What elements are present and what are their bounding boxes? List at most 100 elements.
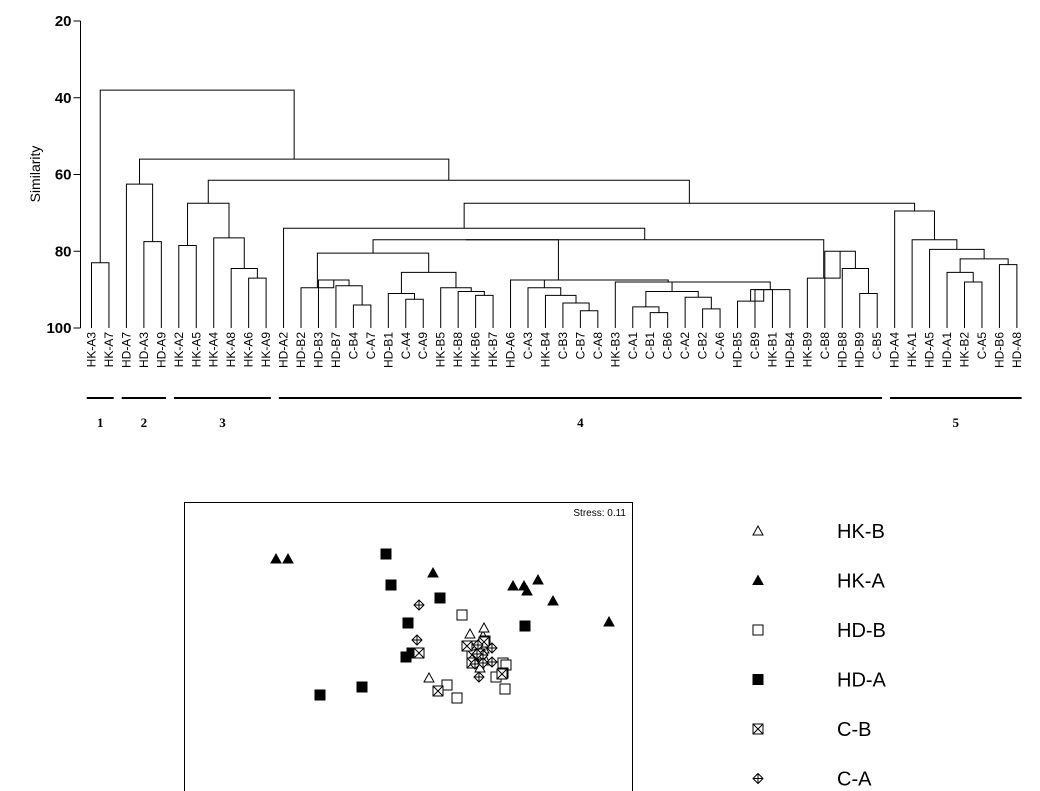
dendrogram-link: [100, 90, 294, 263]
legend: HK-BHK-AHD-BHD-AC-BC-A: [753, 521, 887, 791]
group-label: 2: [141, 415, 148, 430]
legend-marker: [753, 774, 763, 784]
leaf-label: HD-A3: [137, 332, 151, 368]
leaf-label: C-B7: [573, 332, 587, 360]
leaf-label: HD-A5: [923, 332, 937, 368]
leaf-label: C-B1: [643, 332, 657, 360]
leaf-label: C-A4: [399, 332, 413, 360]
data-point: [386, 580, 396, 590]
leaf-label: HK-A3: [85, 332, 99, 368]
dendrogram-link: [401, 272, 456, 293]
leaf-label: HD-A6: [504, 332, 518, 368]
data-point: [465, 629, 475, 638]
leaf-label: HK-B3: [608, 332, 622, 368]
stress-annotation: Stress: 0.11: [573, 508, 626, 519]
dendrogram-link: [373, 240, 558, 280]
legend-label: C-B: [837, 719, 871, 741]
dendrogram-link: [930, 249, 985, 328]
data-point: [508, 581, 518, 590]
legend-marker: [753, 576, 763, 585]
dendrogram-link: [441, 288, 472, 328]
dendrogram-link: [406, 299, 423, 328]
data-point: [435, 593, 445, 603]
leaf-label: HD-A1: [940, 332, 954, 368]
data-point: [381, 549, 391, 559]
data-point: [271, 554, 281, 563]
leaf-label: HK-B4: [538, 332, 552, 368]
dendrogram-link: [231, 269, 257, 328]
dendrogram-link: [92, 263, 109, 328]
dendrogram-link: [685, 297, 711, 328]
dendrogram-link: [249, 278, 266, 328]
dendrogram-link: [336, 286, 362, 328]
dendrogram-link: [751, 290, 790, 328]
leaf-label: HK-A9: [259, 332, 273, 368]
data-point: [474, 672, 484, 682]
leaf-label: C-B5: [870, 332, 884, 360]
leaf-label: HK-B6: [469, 332, 483, 368]
data-point: [283, 554, 293, 563]
leaf-label: C-B2: [696, 332, 710, 360]
y-tick-label: 80: [55, 243, 72, 260]
leaf-label: C-A9: [416, 332, 430, 360]
leaf-label: C-A7: [364, 332, 378, 360]
leaf-label: HK-A6: [242, 332, 256, 368]
dendrogram-link: [466, 240, 824, 278]
data-point: [604, 617, 614, 626]
group-label: 1: [97, 415, 104, 430]
dendrogram-link: [650, 313, 667, 328]
group-label: 5: [953, 415, 960, 430]
leaf-label: C-A8: [591, 332, 605, 360]
data-point: [433, 686, 443, 696]
legend-label: HD-A: [837, 670, 887, 692]
dendrogram-link: [960, 259, 1008, 272]
dendrogram-link: [188, 203, 229, 245]
dendrogram-link: [615, 282, 721, 328]
data-point: [403, 618, 413, 628]
data-point: [428, 568, 438, 577]
leaf-label: HD-B3: [311, 332, 325, 368]
leaf-label: C-B4: [346, 332, 360, 360]
leaf-label: C-B8: [818, 332, 832, 360]
dendrogram-link: [545, 295, 576, 328]
leaf-label: HK-A8: [224, 332, 238, 368]
legend-label: HK-B: [837, 521, 885, 543]
leaf-label: HD-B8: [835, 332, 849, 368]
leaf-label: HK-A2: [172, 332, 186, 368]
dendrogram-link: [179, 245, 196, 328]
dendrogram-link: [895, 211, 935, 328]
leaf-label: HD-A7: [119, 332, 133, 368]
leaf-label: HD-B4: [783, 332, 797, 368]
leaf-label: HK-B5: [434, 332, 448, 368]
leaf-label: HK-B7: [486, 332, 500, 368]
data-point: [457, 610, 467, 620]
y-tick-label: 40: [55, 90, 72, 107]
dendrogram-link: [563, 303, 589, 328]
leaf-label: C-A6: [713, 332, 727, 360]
dendrogram-link: [999, 265, 1016, 328]
data-point: [548, 596, 558, 605]
leaf-label: HD-A8: [1010, 332, 1024, 368]
leaf-label: HK-B2: [958, 332, 972, 368]
dendrogram-link: [476, 295, 493, 328]
dendrogram-link: [208, 180, 689, 203]
leaf-label: HK-A5: [189, 332, 203, 368]
dendrogram-link: [965, 282, 982, 328]
data-point: [500, 684, 510, 694]
leaf-label: C-A5: [975, 332, 989, 360]
y-tick-label: 60: [55, 167, 72, 184]
data-point: [497, 669, 507, 679]
legend-marker: [753, 526, 763, 535]
dendrogram-link: [528, 288, 561, 328]
dendrogram-link: [912, 240, 957, 328]
data-point: [452, 693, 462, 703]
leaf-label: C-A3: [521, 332, 535, 360]
dendrogram-link: [214, 238, 245, 328]
leaf-label: HD-B1: [381, 332, 395, 368]
data-point: [357, 682, 367, 692]
y-tick-label: 20: [55, 13, 72, 30]
leaf-label: HD-B2: [294, 332, 308, 368]
y-tick-label: 100: [46, 320, 71, 337]
data-point: [414, 600, 424, 610]
dendrogram-link: [544, 280, 668, 288]
